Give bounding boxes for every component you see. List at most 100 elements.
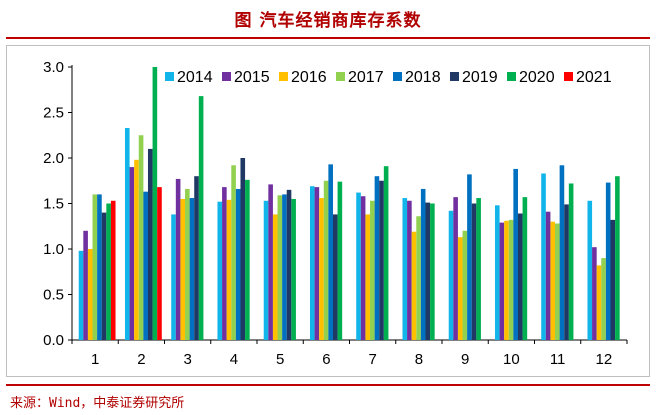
x-tick-label: 4: [230, 351, 238, 368]
bar-2014-8: [402, 198, 408, 340]
legend-label-2019: 2019: [462, 69, 498, 86]
bar-2017-7: [370, 200, 375, 340]
bar-2020-10: [522, 197, 528, 340]
bar-2018-4: [235, 188, 241, 340]
chart-title: 图 汽车经销商库存系数: [234, 11, 422, 31]
x-axis: 1 2 3 4 5 6 7 8 9 10 11 12: [71, 339, 628, 368]
bar-2014-11: [541, 173, 546, 340]
bar-2017-11: [555, 223, 560, 340]
legend-label-2021: 2021: [576, 69, 612, 86]
bar-2016-5: [272, 214, 278, 340]
bar-2015-10: [499, 222, 505, 340]
bars: [78, 67, 620, 341]
bar-2019-9: [471, 203, 477, 340]
bar-2018-9: [467, 174, 472, 340]
bar-2017-4: [231, 165, 236, 340]
bar-2020-5: [291, 198, 296, 340]
bar-2017-8: [416, 216, 421, 340]
bar-2014-6: [309, 186, 315, 340]
x-tick-label: 8: [415, 351, 423, 368]
bar-2017-12: [601, 258, 606, 340]
legend-swatch-2020: [507, 72, 516, 81]
x-tick-label: 11: [550, 351, 566, 368]
bar-2019-3: [194, 176, 199, 340]
legend-swatch-2014: [165, 72, 174, 81]
legend-swatch-2016: [279, 72, 288, 81]
bar-2017-3: [185, 188, 190, 340]
bar-2017-6: [323, 180, 329, 340]
bar-2018-1: [97, 194, 102, 340]
x-tick-label: 6: [322, 351, 330, 368]
bar-2015-2: [129, 167, 135, 340]
legend-swatch-2017: [336, 72, 345, 81]
x-tick-label: 10: [503, 351, 520, 368]
bar-2018-8: [420, 188, 426, 340]
bar-2015-9: [453, 197, 458, 340]
bar-2020-6: [337, 181, 343, 340]
y-tick-label: 1.0: [43, 241, 64, 258]
x-tick-label: 7: [368, 351, 376, 368]
bar-2018-10: [513, 168, 518, 340]
bar-2020-7: [383, 166, 389, 340]
bar-2018-11: [559, 165, 565, 340]
x-tick-label: 5: [276, 351, 284, 368]
bar-2020-9: [476, 198, 481, 340]
bar-2015-8: [407, 200, 412, 340]
bar-2016-2: [134, 159, 139, 340]
bar-2018-2: [143, 191, 148, 340]
bar-2016-4: [226, 199, 232, 340]
bar-2020-3: [198, 96, 204, 341]
bar-2020-8: [430, 203, 435, 340]
bar-2014-7: [356, 192, 361, 340]
x-tick-label: 12: [596, 351, 613, 368]
bar-2020-2: [152, 67, 158, 340]
bar-2014-10: [494, 205, 500, 340]
bar-2019-4: [240, 158, 246, 340]
bar-2018-3: [189, 198, 195, 340]
y-tick-label: 0.0: [43, 332, 64, 349]
bar-2020-1: [106, 203, 111, 340]
bar-2015-12: [592, 247, 597, 340]
bar-2021-2: [157, 187, 162, 340]
bar-2014-2: [124, 127, 130, 340]
bar-2016-11: [550, 221, 556, 340]
bar-2020-11: [568, 183, 574, 340]
bar-2014-1: [78, 250, 84, 340]
bar-2019-7: [379, 180, 384, 340]
bar-2015-1: [83, 230, 88, 340]
y-tick-label: 0.5: [43, 287, 64, 304]
bar-2014-3: [171, 214, 176, 340]
bar-2018-5: [282, 194, 287, 340]
legend-label-2016: 2016: [291, 69, 327, 86]
chart-frame: [6, 45, 650, 377]
bar-2018-6: [328, 164, 333, 340]
title-bar: 图 汽车经销商库存系数: [0, 0, 656, 36]
x-tick-label: 3: [183, 351, 191, 368]
bar-2016-9: [457, 237, 463, 340]
bar-2016-7: [365, 214, 371, 340]
bar-2019-10: [517, 213, 523, 340]
bar-2019-1: [101, 212, 107, 340]
bar-2014-9: [448, 210, 454, 340]
legend-swatch-2021: [564, 72, 573, 81]
bar-2017-9: [462, 230, 468, 340]
bar-2014-5: [263, 200, 269, 340]
legend-label-2014: 2014: [177, 69, 213, 86]
footer-divider: [6, 384, 650, 386]
bar-2015-3: [175, 178, 181, 340]
x-tick-label: 9: [461, 351, 469, 368]
bar-2016-3: [180, 198, 186, 340]
legend-swatch-2018: [393, 72, 402, 81]
x-tick-label: 1: [91, 351, 99, 368]
bar-2018-12: [605, 182, 611, 340]
legend-label-2015: 2015: [234, 69, 270, 86]
bar-2016-10: [504, 220, 509, 340]
x-tick-label: 2: [137, 351, 145, 368]
legend-label-2020: 2020: [519, 69, 555, 86]
bar-2021-1: [110, 200, 116, 340]
bar-2019-8: [425, 202, 431, 340]
source-note: 来源：Wind，中泰证券研究所: [10, 396, 185, 411]
legend-label-2017: 2017: [348, 69, 384, 86]
legend-swatch-2019: [450, 72, 459, 81]
